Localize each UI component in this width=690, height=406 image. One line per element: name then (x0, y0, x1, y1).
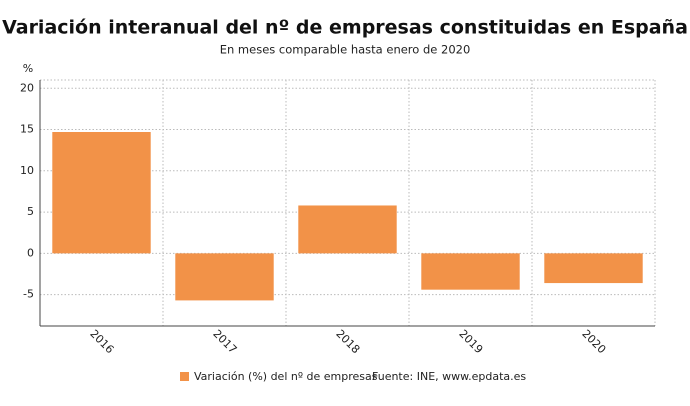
bar (421, 253, 520, 290)
y-tick-label: -5 (23, 288, 34, 301)
chart-subtitle: En meses comparable hasta enero de 2020 (220, 43, 471, 57)
source: Fuente: INE, www.epdata.es (372, 370, 526, 383)
bar (175, 253, 274, 301)
y-tick-label: 20 (20, 81, 34, 94)
x-tick-label: 2019 (456, 327, 485, 356)
chart-title: Variación interanual del nº de empresas … (2, 17, 688, 39)
y-tick-label: 15 (20, 123, 34, 136)
legend-swatch (180, 372, 189, 381)
y-tick-label: 10 (20, 164, 34, 177)
y-axis-unit: % (23, 62, 33, 75)
legend-label: Variación (%) del nº de empresas (194, 370, 378, 383)
y-tick-label: 0 (27, 246, 34, 259)
bar (544, 253, 643, 284)
x-tick-label: 2016 (87, 327, 116, 356)
bar (52, 132, 151, 254)
x-tick-label: 2017 (210, 327, 239, 356)
x-tick-label: 2020 (579, 327, 608, 356)
x-tick-label: 2018 (333, 327, 362, 356)
y-tick-label: 5 (27, 205, 34, 218)
bar (298, 205, 397, 254)
